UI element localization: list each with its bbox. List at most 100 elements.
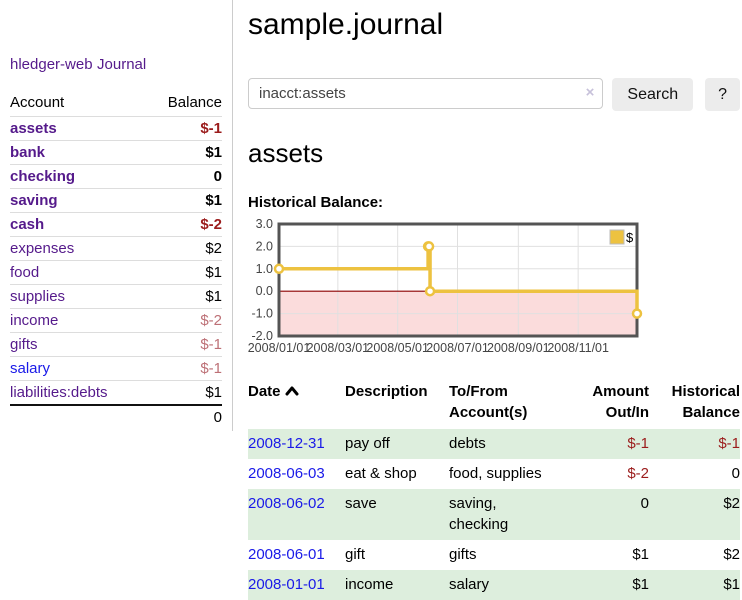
register-row: 2008-06-03 eat & shop food, supplies $-2 0 (248, 459, 740, 489)
account-row: liabilities:debts $1 (10, 380, 222, 405)
page-title: sample.journal (248, 8, 444, 41)
clear-search-icon[interactable]: × (585, 84, 595, 101)
chart-data-point (424, 285, 436, 297)
historical-balance-chart: $3.0 2.0 1.0 0.0 -1.0 -2.0 2008/01/01 2008/03/0… (248, 219, 740, 359)
sidebar-item-journal[interactable]: Journal (97, 56, 147, 73)
transaction-accounts: food, supplies (449, 464, 542, 482)
register-header-date[interactable]: Date (248, 379, 345, 429)
transaction-date-link[interactable]: 2008-12-31 (248, 435, 325, 452)
transaction-accounts: salary (449, 569, 579, 600)
account-balance: $1 (146, 260, 222, 285)
chart-y-tick-label: 0.0 (256, 284, 273, 298)
accounts-total-value: 0 (146, 404, 222, 429)
sidebar-account-link-expenses[interactable]: expenses (10, 240, 75, 257)
sidebar-account-link-cash[interactable]: cash (10, 216, 45, 233)
sidebar: hledger-web Journal Account Balance asse… (0, 0, 233, 431)
chart-x-tick-label: 2008/03/01 (307, 341, 370, 355)
account-balance: $2 (146, 236, 222, 261)
chart-y-tick-label: 2.0 (256, 239, 273, 253)
transaction-description: save (345, 488, 449, 540)
account-row: salary $-1 (10, 356, 222, 381)
account-row: expenses $2 (10, 236, 222, 261)
accounts-total-row: 0 (10, 404, 222, 429)
transaction-balance: $1 (649, 569, 740, 600)
transaction-accounts: debts (449, 429, 579, 459)
register-row: 2008-01-01 income salary $1 $1 (248, 569, 740, 600)
sidebar-account-link-income[interactable]: income (10, 312, 59, 329)
account-row: gifts $-1 (10, 332, 222, 357)
search-input[interactable] (248, 78, 604, 109)
account-row: checking 0 (10, 164, 222, 189)
transaction-balance: 0 (731, 464, 740, 482)
sort-ascending-icon[interactable] (285, 386, 299, 396)
account-heading: assets (248, 138, 324, 168)
help-button[interactable]: ? (705, 78, 740, 111)
sidebar-account-link-supplies[interactable]: supplies (10, 288, 66, 305)
chart-data-point (631, 308, 643, 319)
register-row: 2008-12-31 pay off debts $-1 $-1 (248, 429, 740, 459)
chart-x-tick-label: 2008/11/01 (547, 341, 609, 355)
account-balance: $1 (146, 380, 222, 405)
chart-x-tick-label: 2008/07/01 (426, 341, 489, 355)
transaction-balance: $2 (723, 546, 740, 563)
account-balance: $-2 (146, 308, 222, 333)
sidebar-account-link-assets[interactable]: assets (10, 120, 57, 137)
account-row: saving $1 (10, 188, 222, 213)
chart-y-tick-label: -1.0 (251, 307, 273, 321)
brand-link[interactable]: hledger-web (10, 56, 93, 73)
sidebar-account-link-checking[interactable]: checking (10, 168, 76, 185)
transaction-date-link[interactable]: 2008-06-01 (248, 546, 325, 563)
transaction-amount: $1 (579, 569, 649, 600)
transaction-accounts: saving, checking (449, 488, 579, 540)
register-header-amount: Amount Out/In (592, 383, 649, 421)
register-header-historical: Historical Balance (671, 383, 740, 421)
account-balance: $1 (146, 140, 222, 165)
chart-legend-label: $ (626, 230, 634, 245)
sidebar-account-link-salary[interactable]: salary (10, 360, 51, 377)
transaction-description: eat & shop (345, 464, 417, 482)
search-button[interactable]: Search (612, 78, 694, 111)
sidebar-account-link-gifts[interactable]: gifts (10, 336, 38, 353)
sidebar-account-link-bank[interactable]: bank (10, 144, 46, 161)
chart-legend-swatch (609, 229, 625, 245)
transaction-description: income (345, 569, 449, 600)
account-balance: $1 (146, 284, 222, 309)
register-table: Date Description To/From Account(s) Amount Ou… (248, 379, 740, 600)
accounts-header-account: Account (10, 94, 65, 111)
chart-y-tick-label: 1.0 (256, 262, 273, 276)
register-row: 2008-06-01 gift gifts $1 $2 (248, 540, 740, 570)
account-balance: $-1 (146, 332, 222, 357)
transaction-amount: $-2 (627, 464, 649, 482)
transaction-description: pay off (345, 429, 449, 459)
chart-border (277, 222, 639, 338)
account-row: income $-2 (10, 308, 222, 333)
transaction-description: gift (345, 546, 366, 563)
transaction-amount: $-1 (579, 429, 649, 459)
sidebar-account-link-saving[interactable]: saving (10, 192, 58, 209)
transaction-date-link[interactable]: 2008-06-03 (248, 464, 325, 482)
account-row: supplies $1 (10, 284, 222, 309)
chart-data-point (273, 263, 285, 275)
account-balance: 0 (146, 164, 222, 189)
account-row: cash $-2 (10, 212, 222, 237)
accounts-table: Account Balance assets $-1 bank $1 checking 0… (10, 90, 222, 429)
transaction-date-link[interactable]: 2008-06-02 (248, 494, 325, 512)
transaction-amount: 0 (579, 488, 649, 540)
account-row: assets $-1 (10, 116, 222, 141)
account-row: food $1 (10, 260, 222, 285)
sidebar-account-link-liabilities-debts[interactable]: liabilities:debts (10, 384, 108, 401)
transaction-date-link[interactable]: 2008-01-01 (248, 575, 325, 593)
transaction-balance: $-1 (649, 429, 740, 459)
account-balance: $-2 (146, 212, 222, 237)
register-row: 2008-06-02 save saving, checking 0 $2 (248, 488, 740, 540)
search-form: × Search ? (248, 78, 740, 111)
accounts-header-balance: Balance (167, 94, 222, 111)
chart-x-tick-label: 2008/09/01 (487, 341, 550, 355)
main-content: sample.journal × Search ? assets Histori… (248, 0, 740, 600)
transaction-accounts: gifts (449, 546, 477, 563)
sidebar-account-link-food[interactable]: food (10, 264, 40, 281)
chart-data-point (423, 241, 435, 252)
chart-canvas: $3.0 2.0 1.0 0.0 -1.0 -2.02008/01/012008/03/0… (248, 219, 643, 355)
search-box: × (248, 78, 604, 109)
account-balance: $-1 (146, 356, 222, 381)
